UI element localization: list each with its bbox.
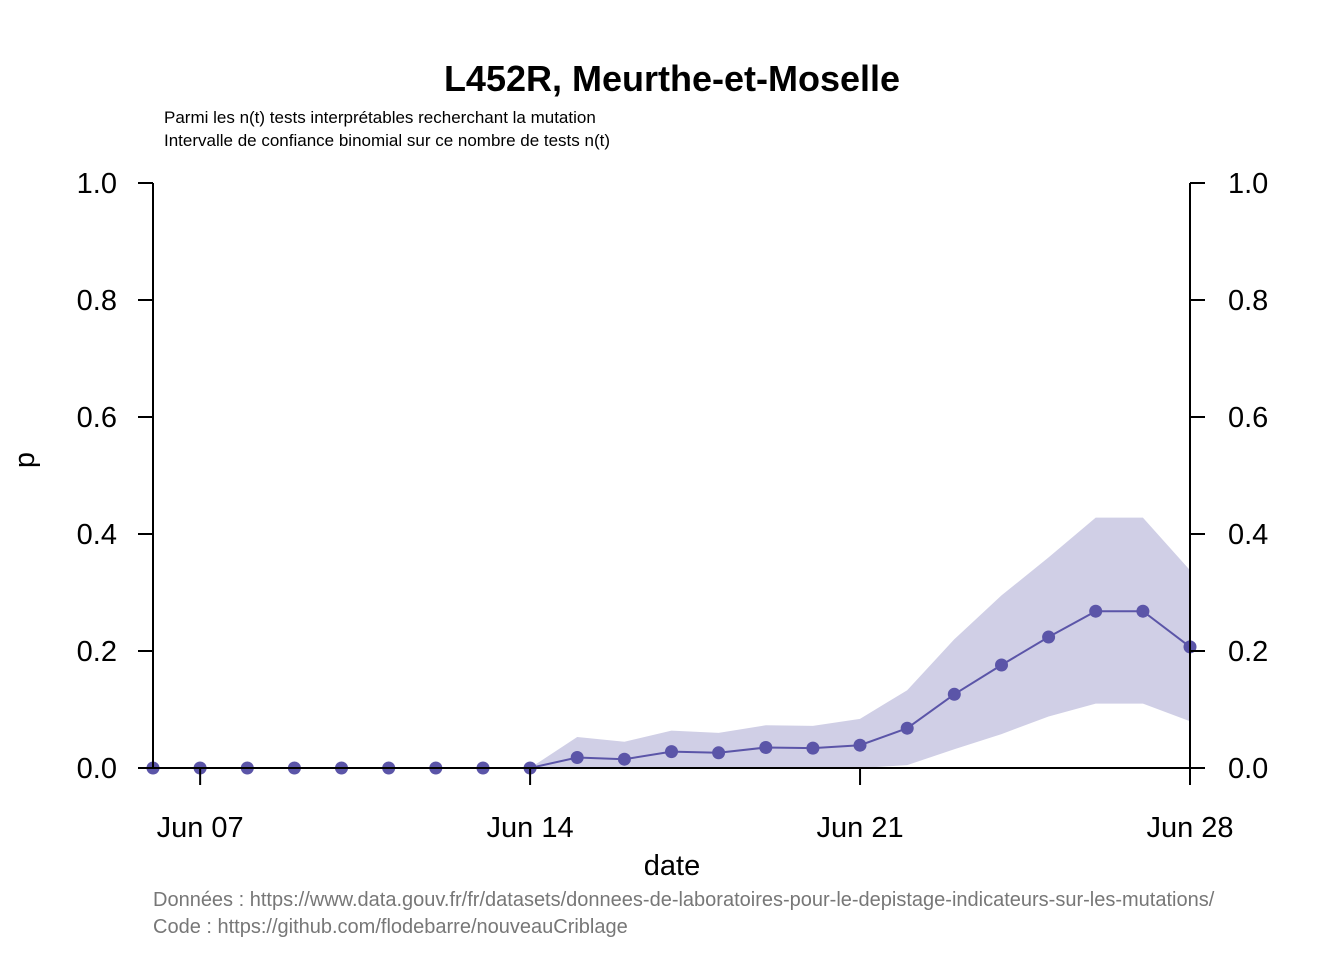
- data-point: [1089, 604, 1103, 618]
- data-point: [712, 746, 726, 760]
- y-axis-label: p: [9, 452, 41, 468]
- y-tick-label-left: 0.6: [77, 402, 117, 434]
- y-tick-label-left: 0.2: [77, 636, 117, 668]
- data-point: [570, 751, 584, 764]
- data-point: [1042, 630, 1056, 644]
- y-tick-label-right: 0.4: [1228, 519, 1268, 551]
- y-tick-label-right: 1.0: [1228, 168, 1268, 200]
- data-point: [617, 752, 631, 766]
- y-ticks: 0.0 0.0 0.2 0.2 0.4 0.4 0.6 0.6 0.8 0.8 1.0 1.0: [77, 168, 1269, 785]
- x-tick-label: Jun 28: [1146, 812, 1233, 844]
- y-tick-label-left: 0.4: [77, 519, 117, 551]
- data-point: [947, 687, 961, 701]
- chart-subtitle-line-2: Intervalle de confiance binomial sur ce …: [164, 131, 610, 150]
- x-tick-label: Jun 21: [817, 812, 904, 844]
- data-point: [1136, 604, 1150, 618]
- y-tick-label-right: 0.8: [1228, 285, 1268, 317]
- y-tick-label-left: 0.0: [77, 753, 117, 785]
- y-tick-label-right: 0.0: [1228, 753, 1268, 785]
- y-tick-label-right: 0.2: [1228, 636, 1268, 668]
- x-tick-label: Jun 07: [157, 812, 244, 844]
- plot-area: [146, 517, 1197, 775]
- y-tick-label-left: 0.8: [77, 285, 117, 317]
- x-tick-label: Jun 14: [487, 812, 574, 844]
- chart-subtitle-line-1: Parmi les n(t) tests interprétables rech…: [164, 108, 596, 127]
- confidence-band: [153, 517, 1190, 768]
- data-point: [900, 721, 914, 735]
- data-point: [665, 745, 678, 759]
- x-ticks: Jun 07 Jun 14 Jun 21 Jun 28: [157, 768, 1234, 844]
- data-point: [806, 741, 820, 755]
- data-source-text: Données : https://www.data.gouv.fr/fr/da…: [153, 889, 1215, 911]
- code-source-text: Code : https://github.com/flodebarre/nou…: [153, 916, 628, 938]
- data-point: [995, 658, 1008, 672]
- data-point: [759, 741, 773, 754]
- data-point: [853, 738, 867, 752]
- chart-title: L452R, Meurthe-et-Moselle: [444, 58, 900, 99]
- y-tick-label-right: 0.6: [1228, 402, 1268, 434]
- y-tick-label-left: 1.0: [77, 168, 117, 200]
- x-axis-label: date: [644, 850, 700, 882]
